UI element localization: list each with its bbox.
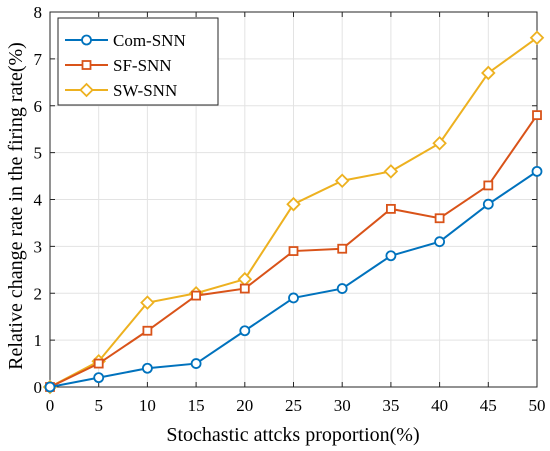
data-point-com-snn — [482, 198, 494, 210]
y-tick-label: 3 — [34, 237, 43, 256]
x-tick-label: 50 — [529, 396, 546, 415]
data-point-sf-snn — [483, 180, 494, 191]
data-point-com-snn — [434, 236, 446, 248]
data-point-sw-snn — [529, 30, 545, 46]
y-tick-label: 5 — [34, 144, 43, 163]
x-tick-label: 35 — [382, 396, 399, 415]
legend-marker — [81, 34, 92, 46]
legend-items: Com-SNN SF-SNN SW-SNN — [65, 31, 186, 100]
y-tick-label: 7 — [34, 50, 43, 69]
data-point-sf-snn — [434, 213, 445, 224]
data-point-com-snn — [288, 292, 299, 304]
legend-marker — [79, 82, 94, 98]
data-point-sf-snn — [385, 203, 396, 214]
data-point-sf-snn — [532, 110, 542, 121]
legend-label: SW-SNN — [113, 81, 177, 100]
legend-marker — [81, 60, 92, 70]
legend-label: Com-SNN — [113, 31, 186, 50]
data-point-com-snn — [336, 283, 348, 294]
data-point-sf-snn — [142, 325, 153, 336]
data-point-com-snn — [190, 358, 202, 369]
data-point-sw-snn — [286, 196, 301, 212]
x-tick-label: 0 — [46, 396, 55, 415]
y-tick-label: 2 — [34, 284, 43, 303]
x-tick-label: 20 — [236, 396, 253, 415]
series-group — [42, 30, 545, 395]
x-tick-label: 10 — [139, 396, 156, 415]
x-tick-label: 30 — [334, 396, 351, 415]
y-tick-label: 1 — [34, 331, 43, 350]
data-point-sw-snn — [432, 135, 447, 151]
legend: Com-SNN SF-SNN SW-SNN — [57, 17, 219, 106]
legend-item-sf-snn: SF-SNN — [65, 56, 172, 75]
data-point-com-snn — [239, 325, 251, 337]
data-point-com-snn — [531, 165, 543, 177]
y-tick-label: 0 — [34, 378, 43, 397]
legend-item-com-snn: Com-SNN — [65, 31, 186, 50]
y-axis-title: Relative change rate in the firing rate(… — [5, 42, 27, 370]
data-point-com-snn — [93, 372, 105, 384]
series-com-snn — [44, 165, 543, 393]
legend-item-sw-snn: SW-SNN — [65, 81, 177, 100]
data-point-sw-snn — [481, 65, 496, 81]
x-axis-title: Stochastic attcks proportion(%) — [166, 424, 419, 446]
x-tick-label: 5 — [94, 396, 103, 415]
data-point-sf-snn — [288, 246, 299, 256]
data-point-sf-snn — [93, 358, 104, 369]
data-point-sw-snn — [334, 173, 350, 189]
data-point-sf-snn — [191, 290, 202, 301]
y-tick-label: 8 — [34, 3, 43, 22]
legend-label: SF-SNN — [113, 56, 172, 75]
x-tick-label: 40 — [431, 396, 448, 415]
data-point-com-snn — [141, 362, 153, 374]
y-tick-label: 4 — [34, 191, 43, 210]
axes — [49, 11, 538, 388]
data-point-sf-snn — [337, 243, 348, 254]
data-point-sw-snn — [383, 164, 399, 179]
y-tick-label: 6 — [34, 97, 43, 116]
x-tick-label: 15 — [188, 396, 205, 415]
data-point-com-snn — [44, 381, 56, 393]
data-point-com-snn — [385, 250, 397, 262]
x-tick-label: 25 — [285, 396, 302, 415]
series-sf-snn — [45, 110, 542, 392]
x-tick-label: 45 — [480, 396, 497, 415]
data-point-sw-snn — [237, 271, 253, 287]
data-point-sf-snn — [239, 283, 250, 294]
data-point-sw-snn — [140, 295, 155, 310]
